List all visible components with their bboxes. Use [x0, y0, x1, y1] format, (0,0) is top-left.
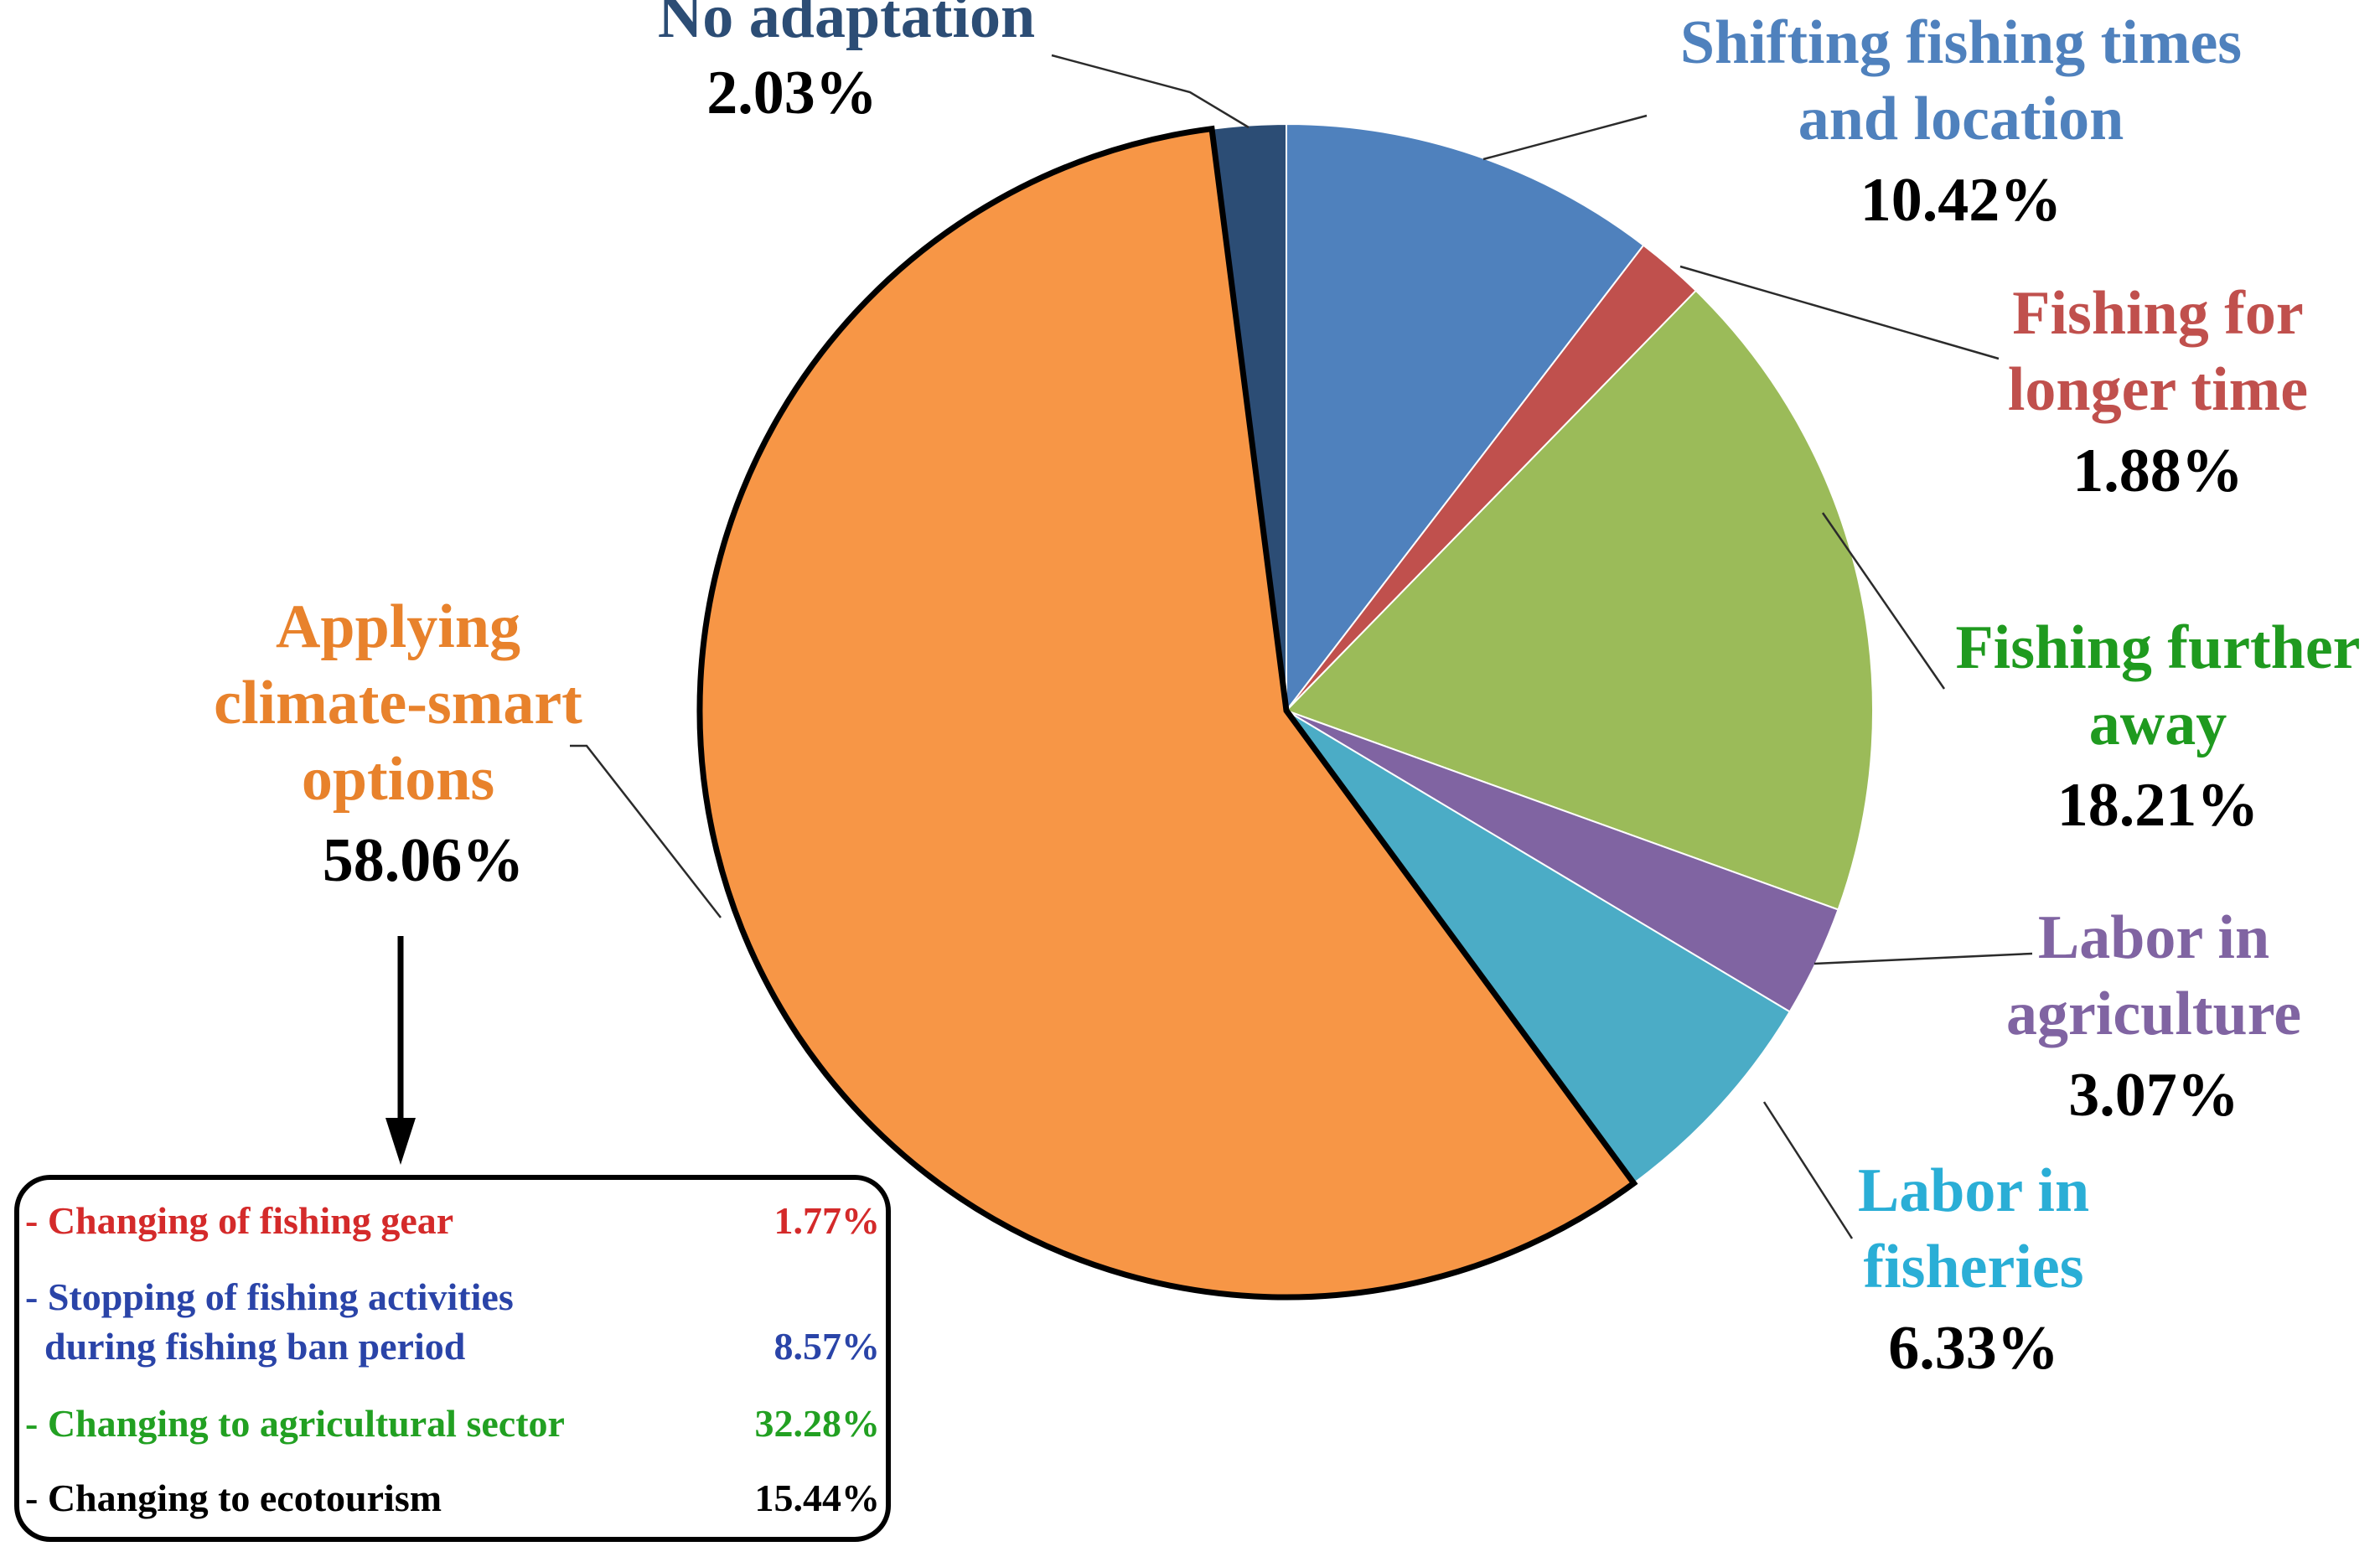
label-labor-in-agriculture: Labor in: [2038, 903, 2269, 972]
breakdown-box: [14, 1175, 891, 1542]
label-fishing-for-longer-time: longer time: [2008, 355, 2308, 424]
breakdown-item-label: during fishing ban period: [25, 1325, 466, 1368]
label-applying-climate-smart-options: Applying: [276, 592, 520, 661]
label-no-adaptation: No adaptation: [658, 0, 1035, 51]
label-labor-in-agriculture: agriculture: [2006, 980, 2301, 1048]
breakdown-item-value: 8.57%: [774, 1325, 881, 1368]
slice-labels: Shifting fishing times and location 10.42%…: [214, 0, 2360, 1383]
leader-fishing-for-longer-time: [1679, 265, 2000, 360]
pct-label-shifting-fishing-times-and-location: 10.42%: [1860, 166, 2062, 235]
label-labor-in-fisheries: Labor in: [1858, 1156, 2089, 1225]
label-fishing-further-away: away: [2089, 690, 2227, 758]
leader-no-adaptation: [1051, 54, 1250, 129]
pct-label-labor-in-fisheries: 6.33%: [1888, 1314, 2059, 1383]
breakdown-item-label: - Changing of fishing gear: [25, 1199, 453, 1242]
pie-slices: [696, 122, 1875, 1301]
pct-label-labor-in-agriculture: 3.07%: [2068, 1061, 2239, 1130]
pct-label-fishing-further-away: 18.21%: [2057, 771, 2259, 840]
breakdown-panel: - Changing of fishing gear 1.77% - Stoppin…: [14, 936, 891, 1542]
leader-shifting-fishing-times-and-location: [1482, 114, 1648, 161]
label-fishing-for-longer-time: Fishing for: [2012, 279, 2303, 348]
slice-shifting-fishing-times-and-location: [1286, 122, 1645, 713]
leader-labor-in-fisheries: [1762, 1101, 1854, 1239]
breakdown-item-value: 15.44%: [755, 1477, 881, 1519]
pct-label-no-adaptation: 2.03%: [706, 59, 877, 127]
slice-labor-in-fisheries: [1286, 710, 1792, 1185]
leader-labor-in-agriculture: [1813, 952, 2033, 965]
highlight-outline: [696, 125, 1638, 1301]
leader-fishing-further-away: [1821, 512, 1946, 690]
breakdown-item-label: - Stopping of fishing activities: [25, 1275, 514, 1318]
breakdown-item-label: - Changing to ecotourism: [25, 1477, 442, 1519]
label-applying-climate-smart-options: climate-smart: [214, 669, 582, 737]
leader-applying-climate-smart-options: [570, 744, 722, 918]
breakdown-item-value: 1.77%: [774, 1199, 881, 1242]
leader-lines: [570, 54, 2033, 1239]
slice-fishing-further-away: [1285, 289, 1875, 911]
label-shifting-fishing-times-and-location: and location: [1798, 85, 2124, 153]
label-shifting-fishing-times-and-location: Shifting fishing times: [1680, 8, 2242, 77]
label-labor-in-fisheries: fisheries: [1863, 1233, 2083, 1301]
breakdown-item-value: 32.28%: [755, 1402, 881, 1445]
label-fishing-further-away: Fishing further: [1955, 613, 2360, 682]
breakdown-arrow-head: [385, 1118, 416, 1165]
pct-label-fishing-for-longer-time: 1.88%: [2072, 437, 2243, 505]
pct-label-applying-climate-smart-options: 58.06%: [323, 826, 525, 895]
breakdown-item-label: - Changing to agricultural sector: [25, 1402, 565, 1445]
label-applying-climate-smart-options: options: [302, 745, 494, 814]
